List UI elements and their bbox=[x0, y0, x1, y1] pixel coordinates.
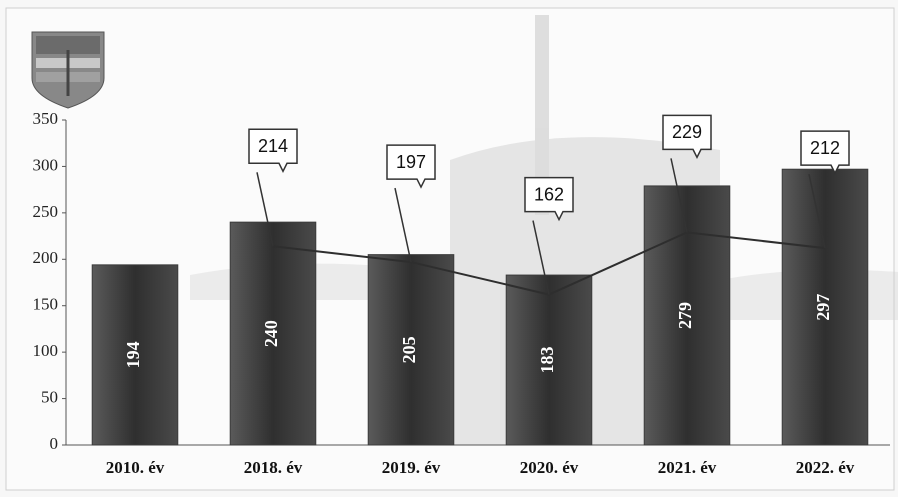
logo bbox=[31, 31, 105, 109]
y-tick-label: 150 bbox=[33, 295, 59, 314]
callout-box bbox=[386, 144, 436, 189]
x-tick-label: 2010. év bbox=[106, 458, 165, 477]
bar-value-label: 205 bbox=[399, 336, 419, 363]
y-tick-label: 350 bbox=[33, 109, 59, 128]
bar-value-label: 194 bbox=[123, 341, 143, 368]
bar bbox=[505, 274, 593, 446]
x-tick-label: 2020. év bbox=[520, 458, 579, 477]
y-tick-label: 300 bbox=[33, 155, 59, 174]
bar bbox=[91, 264, 179, 446]
callout-box bbox=[248, 128, 298, 173]
callout-leader bbox=[670, 158, 688, 233]
bar-value-label: 183 bbox=[537, 347, 557, 374]
y-tick-label: 0 bbox=[50, 434, 59, 453]
y-tick-label: 50 bbox=[41, 387, 58, 406]
callout-box bbox=[800, 130, 850, 175]
line-value-label: 229 bbox=[672, 122, 702, 142]
x-tick-label: 2018. év bbox=[244, 458, 303, 477]
x-tick-label: 2022. év bbox=[796, 458, 855, 477]
y-tick-label: 250 bbox=[33, 202, 59, 221]
line-value-label: 212 bbox=[810, 138, 840, 158]
callout-box bbox=[524, 176, 574, 222]
bar-value-label: 240 bbox=[261, 320, 281, 347]
bar bbox=[781, 168, 869, 446]
bar bbox=[367, 254, 455, 446]
x-tick-label: 2019. év bbox=[382, 458, 441, 477]
bar-value-label: 297 bbox=[813, 294, 833, 321]
callout-leader bbox=[394, 187, 412, 263]
y-tick-label: 200 bbox=[33, 248, 59, 267]
line-value-label: 214 bbox=[258, 136, 288, 156]
callout-leader bbox=[532, 220, 550, 295]
line-value-label: 197 bbox=[396, 152, 426, 172]
line-value-label: 162 bbox=[534, 184, 564, 204]
bar bbox=[229, 221, 317, 446]
callout-box bbox=[662, 114, 712, 160]
bar-value-label: 279 bbox=[675, 302, 695, 329]
x-tick-label: 2021. év bbox=[658, 458, 717, 477]
y-tick-label: 100 bbox=[33, 341, 59, 360]
callout-leader bbox=[808, 173, 826, 249]
callout-leader bbox=[256, 172, 274, 247]
